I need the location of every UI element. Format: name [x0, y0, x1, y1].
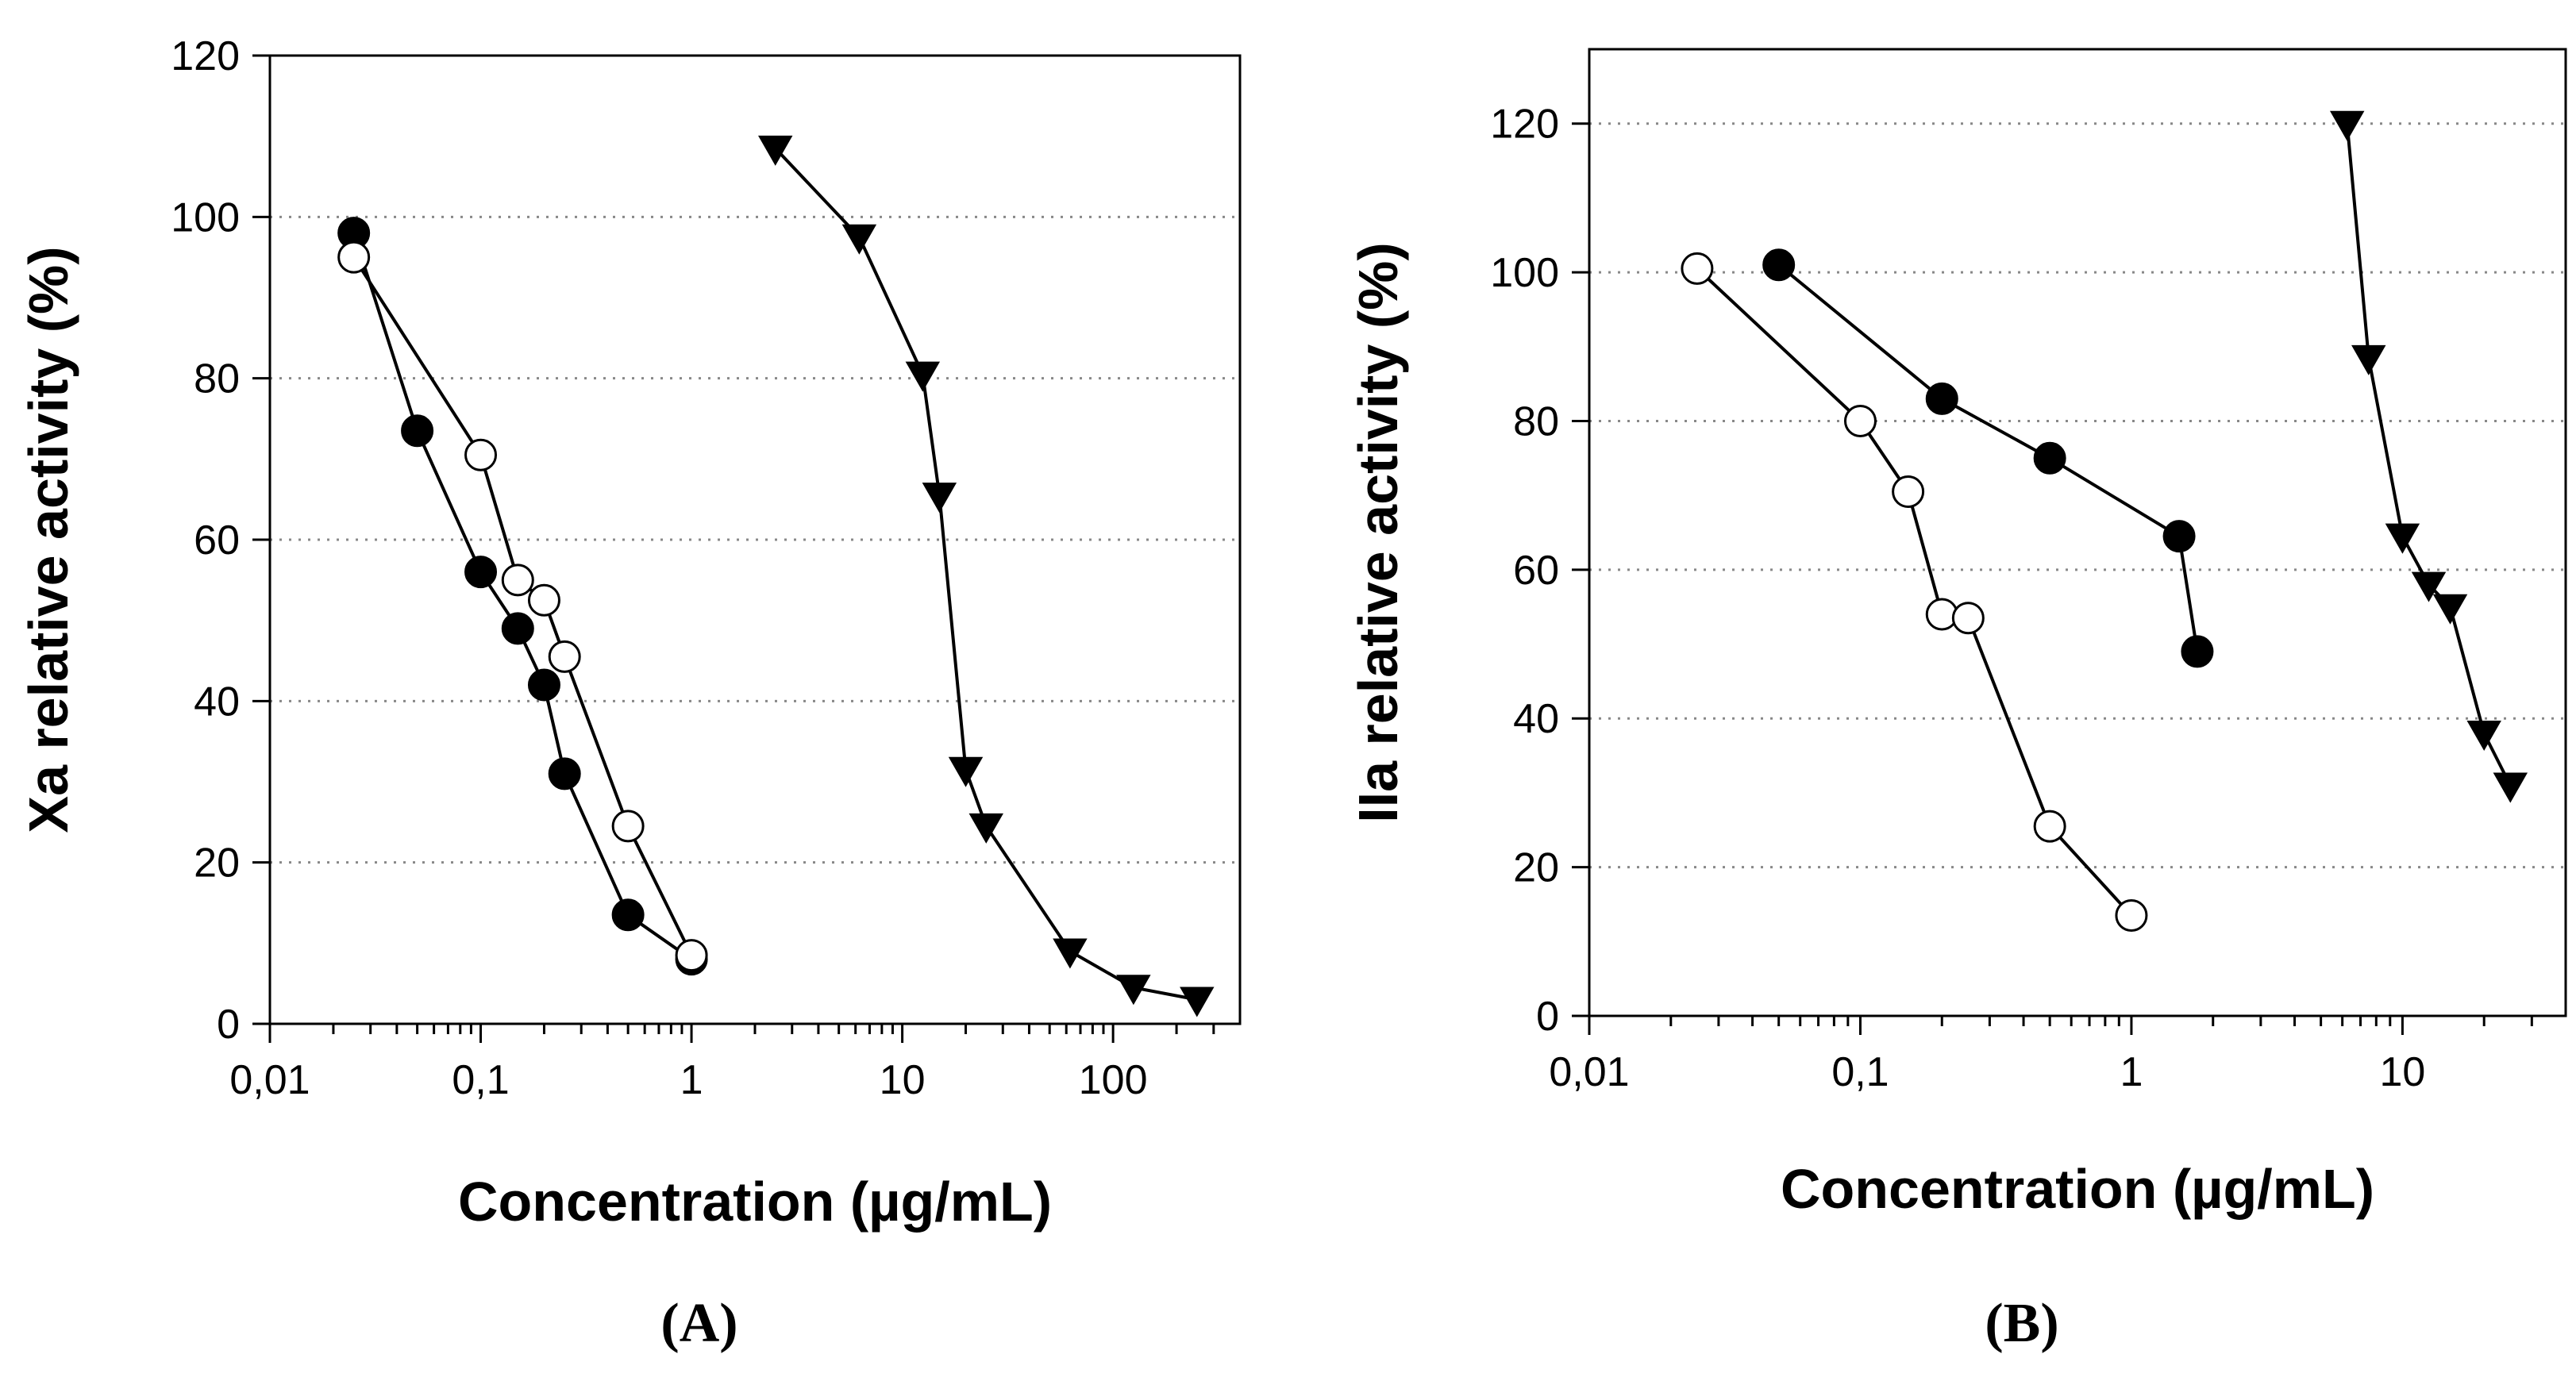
data-point-open-circle [611, 810, 645, 843]
y-tick-label: 20 [194, 840, 240, 887]
y-tick-label: 0 [1536, 994, 1559, 1040]
data-point-triangle-down [1053, 938, 1088, 969]
y-tick-label: 100 [171, 194, 240, 240]
data-point-triangle-down [841, 224, 877, 255]
y-tick-label: 120 [171, 33, 240, 79]
data-point-triangle-down [2329, 110, 2365, 141]
data-point-triangle-down [2466, 720, 2501, 751]
data-point-open-circle [2115, 899, 2148, 933]
data-point-filled-circle [401, 414, 434, 448]
panel-label: (A) [660, 1293, 737, 1354]
data-point-triangle-down [922, 483, 957, 513]
data-point-triangle-down [2385, 523, 2420, 554]
y-tick-label: 80 [194, 356, 240, 402]
y-tick-label: 0 [217, 1002, 240, 1048]
data-point-filled-circle [611, 898, 645, 932]
data-point-filled-circle [527, 668, 560, 702]
series-line [352, 256, 693, 956]
x-tick-label: 10 [880, 1057, 926, 1103]
y-tick-label: 20 [1513, 845, 1559, 891]
data-point-open-circle [675, 939, 708, 972]
data-point-open-circle [464, 438, 498, 471]
data-point-filled-circle [2181, 635, 2214, 668]
data-point-triangle-down [758, 135, 793, 166]
series-line [774, 147, 1198, 1002]
data-point-triangle-down [968, 813, 1003, 844]
data-point-triangle-down [1116, 975, 1151, 1006]
x-tick-label: 10 [2379, 1049, 2425, 1095]
y-tick-label: 40 [194, 679, 240, 725]
data-point-filled-circle [548, 757, 581, 790]
x-tick-label: 0,01 [1549, 1049, 1629, 1095]
y-tick-label: 100 [1490, 250, 1559, 296]
data-point-triangle-down [2432, 594, 2468, 625]
y-tick-label: 60 [194, 517, 240, 563]
data-point-open-circle [501, 563, 534, 597]
data-point-open-circle [1681, 252, 1714, 285]
data-point-open-circle [337, 240, 371, 274]
x-axis-label: Concentration (µg/mL) [1781, 1158, 2374, 1220]
panel-b-chart: 0 20 40 60 80 100 120 0,01 0,1 1 10 Concentration (… [1347, 48, 2567, 1354]
y-axis-label: IIa relative activity (%) [1347, 242, 1409, 822]
data-point-triangle-down [2493, 772, 2528, 803]
data-point-filled-circle [1762, 248, 1796, 282]
panel-label: (B) [1985, 1293, 2058, 1354]
data-point-open-circle [548, 640, 581, 673]
x-tick-label: 100 [1079, 1057, 1148, 1103]
x-axis-label: Concentration (µg/mL) [458, 1171, 1052, 1233]
plot-frame [268, 54, 1242, 1025]
x-tick-label: 0,1 [452, 1057, 509, 1103]
data-point-open-circle [2033, 810, 2066, 843]
panel-a-chart: 0 20 40 60 80 100 120 0,01 0,1 1 10 100 Concentratio… [17, 33, 1242, 1354]
data-point-open-circle [1843, 404, 1877, 437]
x-tick-label: 0,1 [1831, 1049, 1889, 1095]
data-point-filled-circle [1925, 382, 1958, 415]
plot-frame [1588, 48, 2567, 1017]
y-axis-label: Xa relative activity (%) [17, 246, 79, 833]
data-point-open-circle [1892, 475, 1925, 508]
y-tick-label: 80 [1513, 398, 1559, 444]
series-line [1777, 263, 2199, 652]
data-point-triangle-down [948, 756, 984, 787]
x-tick-label: 1 [2120, 1049, 2143, 1095]
data-point-triangle-down [905, 361, 941, 392]
y-tick-label: 40 [1513, 696, 1559, 742]
data-point-triangle-down [2351, 344, 2386, 375]
data-point-triangle-down [2411, 571, 2447, 602]
data-point-filled-circle [2033, 441, 2066, 475]
y-tick-label: 120 [1490, 102, 1559, 148]
series-line [1696, 267, 2133, 917]
data-point-filled-circle [464, 556, 498, 589]
data-point-filled-circle [501, 612, 534, 645]
data-point-filled-circle [2162, 520, 2196, 553]
x-tick-label: 1 [680, 1057, 703, 1103]
series-line [352, 233, 693, 961]
data-point-open-circle [1951, 602, 1985, 635]
y-tick-label: 60 [1513, 548, 1559, 594]
series-line [2345, 123, 2512, 787]
data-point-triangle-down [1180, 987, 1215, 1017]
x-tick-label: 0,01 [229, 1057, 310, 1103]
data-point-open-circle [527, 583, 560, 617]
